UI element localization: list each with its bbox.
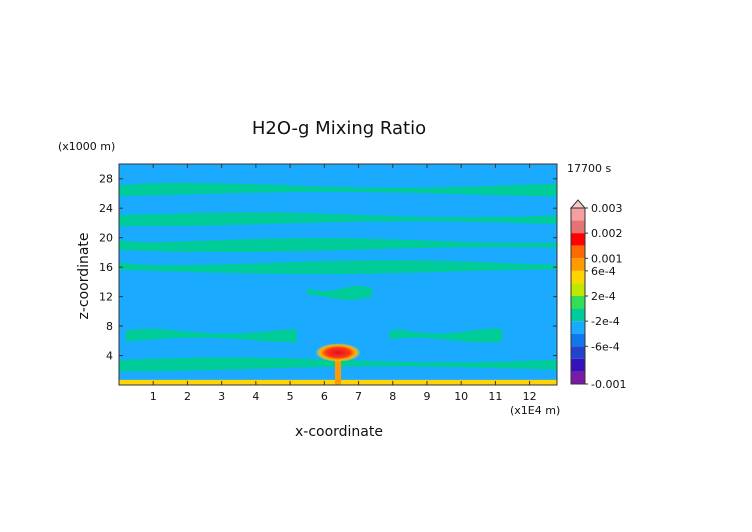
moisture-band <box>119 260 557 275</box>
colorbar-label: 0.003 <box>591 202 623 215</box>
colorbar-swatch <box>571 208 585 221</box>
colorbar-swatch <box>571 333 585 347</box>
moisture-band <box>389 328 503 343</box>
colorbar-label: -0.001 <box>591 378 626 391</box>
colorbar-swatch <box>571 220 585 234</box>
moisture-band <box>119 212 557 227</box>
plot-frame <box>118 163 558 386</box>
x-tick-label: 11 <box>488 390 502 403</box>
colorbar-label: 2e-4 <box>591 290 616 303</box>
colorbar-label: -6e-4 <box>591 340 620 353</box>
plot-area <box>119 164 557 385</box>
y-tick-label: 4 <box>106 350 113 363</box>
x-tick-label: 10 <box>454 390 468 403</box>
y-tick-label: 16 <box>99 261 113 274</box>
x-tick-label: 6 <box>321 390 328 403</box>
moisture-band <box>119 238 557 252</box>
chart-title: H2O-g Mixing Ratio <box>252 118 426 139</box>
x-tick-label: 2 <box>184 390 191 403</box>
y-tick-label: 24 <box>99 202 113 215</box>
y-tick-label: 28 <box>99 173 113 186</box>
colorbar-swatch <box>571 308 585 322</box>
colorbar-extend-arrow <box>569 199 587 209</box>
colorbar-swatch <box>571 296 585 309</box>
x-tick-label: 9 <box>423 390 430 403</box>
y-ticks: 4 8 12 16 20 24 28 <box>99 173 557 363</box>
colorbar-swatch <box>571 283 585 296</box>
x-tick-label: 1 <box>150 390 157 403</box>
plume-stem <box>335 352 341 385</box>
moisture-band <box>125 328 297 343</box>
time-label: 17700 s <box>567 162 611 175</box>
y-tick-label: 12 <box>99 291 113 304</box>
x-scale-label: (x1E4 m) <box>510 404 560 417</box>
colorbar-label: 6e-4 <box>591 265 616 278</box>
x-tick-label: 4 <box>252 390 259 403</box>
colorbar-swatch <box>571 270 585 284</box>
colorbar-swatch <box>571 358 585 372</box>
colorbar-swatch <box>571 321 585 334</box>
y-axis-label: z-coordinate <box>76 232 92 319</box>
x-tick-label: 8 <box>389 390 396 403</box>
y-tick-label: 20 <box>99 232 113 245</box>
moisture-band <box>307 285 373 300</box>
x-tick-label: 12 <box>523 390 537 403</box>
y-tick-label: 8 <box>106 320 113 333</box>
colorbar-label: 0.001 <box>591 252 623 265</box>
y-scale-label: (x1000 m) <box>58 140 115 153</box>
moisture-band <box>119 182 557 197</box>
x-tick-label: 7 <box>355 390 362 403</box>
colorbar-swatch <box>571 346 585 359</box>
plume-head <box>316 343 360 362</box>
colorbar-swatch <box>571 258 585 271</box>
x-ticks: 1 2 3 4 5 6 7 8 9 10 11 12 <box>150 164 537 403</box>
colorbar-label: 0.002 <box>591 227 623 240</box>
colorbar-swatch <box>571 245 585 259</box>
x-axis-label: x-coordinate <box>295 424 383 440</box>
colorbar-label: -2e-4 <box>591 315 620 328</box>
x-tick-label: 5 <box>287 390 294 403</box>
colorbar-swatch <box>571 233 585 246</box>
x-tick-label: 3 <box>218 390 225 403</box>
colorbar-swatch <box>571 371 585 384</box>
